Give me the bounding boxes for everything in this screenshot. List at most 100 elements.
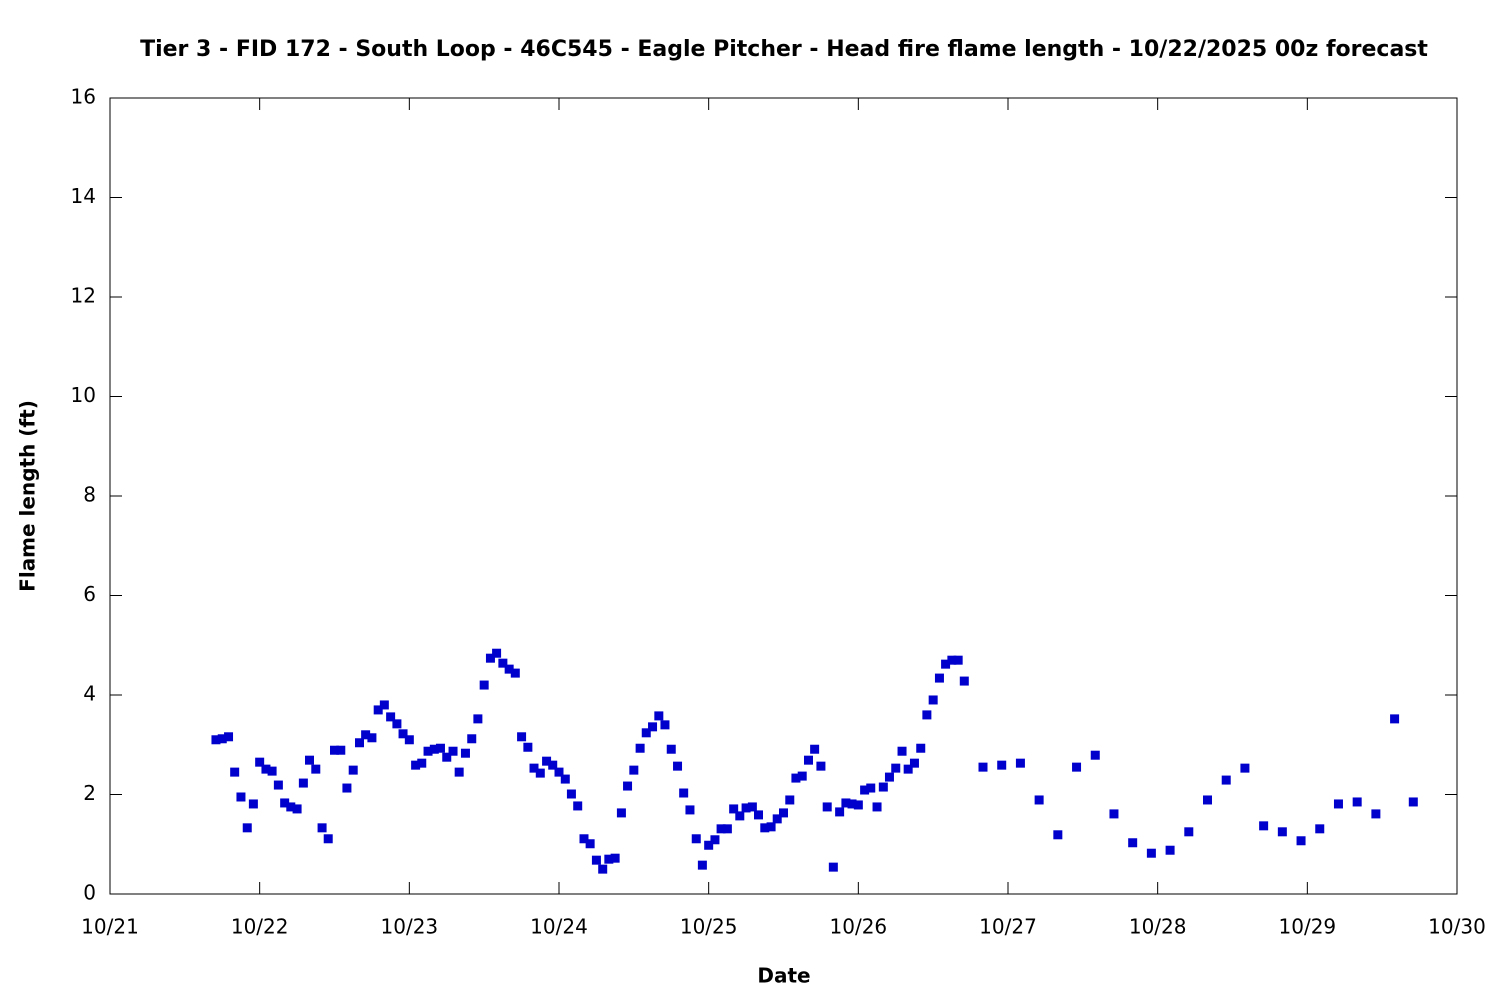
data-point	[810, 744, 820, 754]
data-point	[517, 732, 527, 742]
x-tick-label: 10/29	[1279, 915, 1337, 939]
data-point	[435, 743, 445, 753]
data-point	[560, 774, 570, 784]
data-point	[997, 760, 1007, 770]
data-point	[354, 738, 364, 748]
data-point	[585, 839, 595, 849]
data-point	[298, 778, 308, 788]
data-point	[1128, 838, 1138, 848]
data-point	[648, 722, 658, 732]
data-point	[623, 781, 633, 791]
data-point	[485, 653, 495, 663]
data-point	[317, 823, 327, 833]
x-tick-label: 10/23	[381, 915, 439, 939]
data-point	[772, 814, 782, 824]
data-point	[417, 758, 427, 768]
data-point	[604, 854, 614, 864]
data-point	[860, 785, 870, 795]
data-point	[1146, 848, 1156, 858]
data-point	[766, 822, 776, 832]
data-point	[473, 714, 483, 724]
data-point	[330, 745, 339, 755]
data-point	[479, 680, 489, 690]
data-point	[710, 835, 720, 845]
data-point	[673, 761, 683, 771]
x-tick-label: 10/28	[1129, 915, 1187, 939]
data-point	[1371, 809, 1381, 819]
data-point	[305, 755, 315, 765]
data-point	[230, 767, 240, 777]
data-point	[404, 735, 414, 745]
data-point	[211, 735, 221, 745]
y-tick-label: 0	[83, 881, 96, 905]
data-point	[1240, 763, 1250, 773]
data-point	[947, 655, 957, 665]
data-point	[373, 705, 383, 715]
data-point	[573, 801, 583, 811]
data-point	[336, 745, 346, 755]
data-point	[548, 760, 558, 770]
data-point	[535, 768, 545, 778]
data-point	[791, 773, 801, 783]
data-point	[853, 800, 863, 810]
y-tick-label: 10	[71, 383, 96, 407]
data-point	[691, 834, 701, 844]
data-point	[816, 761, 826, 771]
data-point	[941, 659, 951, 669]
data-point	[460, 748, 470, 758]
data-point	[423, 746, 433, 756]
data-point	[267, 766, 277, 776]
data-point	[741, 803, 751, 813]
data-point	[492, 648, 502, 658]
data-point	[835, 807, 845, 817]
data-point	[928, 695, 938, 705]
data-point	[273, 780, 283, 790]
y-tick-label: 6	[83, 582, 96, 606]
data-point	[1109, 809, 1119, 819]
data-point	[1221, 775, 1231, 785]
data-point	[872, 802, 882, 812]
data-point	[760, 823, 770, 833]
data-point	[442, 752, 452, 762]
data-point	[255, 757, 265, 767]
data-point	[311, 764, 321, 774]
data-point	[217, 734, 227, 744]
data-point	[286, 802, 296, 812]
data-point	[292, 804, 302, 814]
data-point	[716, 824, 726, 834]
data-point	[386, 712, 396, 722]
y-tick-label: 14	[71, 184, 96, 208]
y-tick-label: 16	[71, 85, 96, 109]
data-point	[779, 808, 788, 818]
data-point	[542, 756, 552, 766]
data-point	[841, 798, 851, 808]
data-point	[616, 808, 626, 818]
data-point	[978, 762, 988, 772]
data-point	[1296, 836, 1306, 846]
x-tick-label: 10/26	[830, 915, 888, 939]
data-point	[679, 788, 689, 798]
data-point	[953, 655, 963, 665]
x-tick-label: 10/24	[530, 915, 588, 939]
data-point	[1277, 827, 1287, 837]
data-point	[629, 765, 639, 775]
data-point	[1390, 714, 1400, 724]
data-point	[735, 811, 745, 821]
data-point	[922, 710, 932, 720]
data-point	[342, 783, 352, 793]
data-point	[448, 746, 458, 756]
data-point	[660, 720, 670, 730]
data-point	[398, 729, 408, 739]
data-point	[598, 864, 608, 874]
data-point	[529, 763, 539, 773]
data-point	[934, 673, 944, 683]
data-point	[654, 711, 664, 721]
data-point	[722, 824, 732, 834]
data-point	[891, 763, 901, 773]
data-point	[1259, 821, 1269, 831]
data-point	[1352, 797, 1362, 807]
data-point	[610, 853, 620, 863]
x-tick-label: 10/22	[231, 915, 289, 939]
data-point	[878, 782, 888, 792]
chart-title: Tier 3 - FID 172 - South Loop - 46C545 -…	[140, 37, 1428, 62]
